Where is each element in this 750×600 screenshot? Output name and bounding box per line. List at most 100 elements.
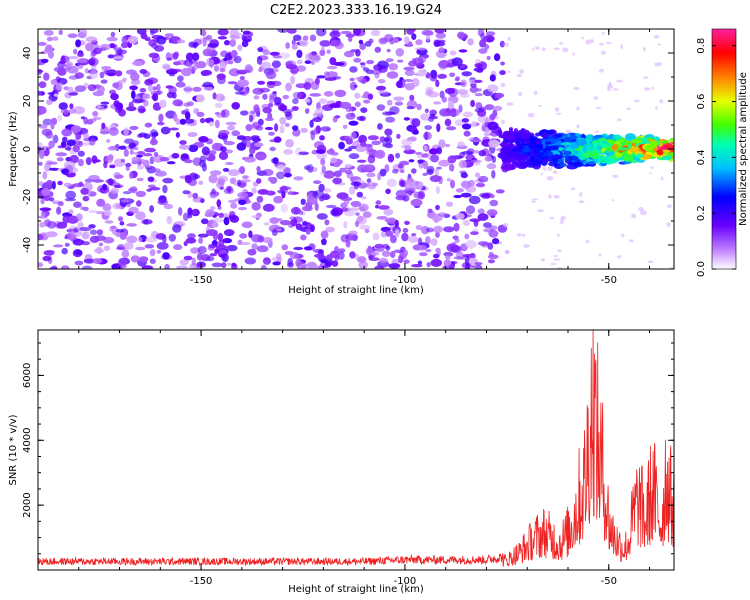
- heatmap-cell: [465, 154, 476, 161]
- heatmap-cell: [231, 262, 237, 267]
- heatmap-cell: [55, 82, 64, 91]
- heatmap-cell: [182, 212, 189, 221]
- heatmap-cell: [214, 102, 223, 109]
- heatmap-cell: [377, 90, 389, 94]
- heatmap-cell: [64, 242, 70, 247]
- heatmap-cell: [446, 126, 457, 131]
- heatmap-cell: [349, 207, 360, 212]
- heatmap-cell: [262, 168, 274, 177]
- heatmap-cell: [223, 57, 229, 62]
- heatmap-cell: [42, 118, 53, 126]
- heatmap-cell: [356, 256, 367, 263]
- heatmap-cell: [40, 198, 45, 205]
- heatmap-cell: [41, 187, 50, 196]
- heatmap-cell: [433, 101, 442, 105]
- heatmap-cell: [630, 138, 643, 144]
- heatmap-cell: [115, 184, 124, 189]
- x-tick-label: -100: [394, 275, 417, 286]
- heatmap-cell: [548, 194, 552, 199]
- heatmap-cell: [533, 153, 539, 159]
- heatmap-cell: [291, 44, 298, 50]
- heatmap-cell: [132, 60, 143, 67]
- heatmap-cell: [257, 235, 265, 243]
- heatmap-cell: [253, 95, 260, 100]
- heatmap-cell: [128, 142, 137, 148]
- heatmap-cell: [129, 149, 134, 155]
- heatmap-cell: [227, 125, 236, 131]
- heatmap-cell: [461, 71, 473, 77]
- heatmap-cell: [158, 113, 164, 123]
- heatmap-cell: [88, 84, 97, 92]
- heatmap-cell: [411, 264, 423, 268]
- snr-y-ticks: 2000 4000 6000: [22, 342, 674, 571]
- heatmap-cell: [602, 31, 605, 35]
- heatmap-cell: [483, 228, 495, 233]
- heatmap-cell: [74, 249, 83, 256]
- heatmap-cell: [366, 172, 376, 178]
- heatmap-cell: [313, 180, 322, 185]
- heatmap-cell: [387, 153, 395, 163]
- heatmap-cell: [458, 104, 463, 113]
- heatmap-cell: [488, 259, 495, 264]
- heatmap-cell: [356, 159, 367, 163]
- heatmap-cell: [502, 143, 508, 148]
- heatmap-cell: [344, 50, 355, 58]
- heatmap-cell: [53, 66, 64, 72]
- heatmap-cell: [502, 147, 508, 154]
- heatmap-cell: [655, 106, 658, 110]
- heatmap-cell: [435, 186, 440, 194]
- colorbar-tick-label: 0.0: [696, 261, 707, 277]
- heatmap-cell: [256, 166, 261, 173]
- heatmap-cell: [550, 262, 557, 266]
- heatmap-cell: [377, 205, 390, 210]
- heatmap-cell: [462, 111, 474, 118]
- heatmap-cell: [39, 207, 52, 212]
- heatmap-cell: [269, 146, 276, 152]
- heatmap-cell: [445, 201, 454, 207]
- heatmap-cell: [415, 39, 423, 46]
- heatmap-cell: [126, 223, 137, 227]
- heatmap-cell: [321, 238, 327, 246]
- heatmap-cell: [287, 257, 294, 267]
- heatmap-cell: [193, 61, 199, 71]
- heatmap-cell: [593, 96, 599, 100]
- heatmap-cell: [654, 62, 660, 67]
- heatmap-cell: [385, 58, 394, 62]
- heatmap-cell: [461, 181, 471, 189]
- heatmap-cell: [38, 69, 44, 73]
- snr-y-label: SNR (10 * v/v): [8, 414, 19, 485]
- heatmap-cell: [151, 94, 156, 100]
- heatmap-cell: [137, 151, 146, 155]
- heatmap-cell: [343, 221, 348, 229]
- heatmap-cell: [425, 35, 431, 42]
- heatmap-cell: [262, 257, 271, 265]
- heatmap-cell: [142, 153, 153, 157]
- heatmap-cell: [439, 90, 445, 99]
- heatmap-cell: [503, 42, 509, 47]
- heatmap-cell: [329, 103, 342, 108]
- heatmap-cell: [403, 36, 410, 45]
- heatmap-cell: [423, 145, 428, 151]
- heatmap-cell: [359, 42, 366, 51]
- heatmap-cell: [205, 209, 215, 218]
- heatmap-cell: [148, 52, 160, 58]
- heatmap-cell: [362, 164, 373, 172]
- heatmap-cell: [312, 117, 323, 123]
- heatmap-cell: [555, 112, 562, 115]
- heatmap-cell: [393, 249, 405, 254]
- heatmap-cell: [350, 181, 362, 186]
- heatmap-cell: [265, 70, 277, 80]
- heatmap-cell: [271, 228, 278, 237]
- heatmap-cell: [145, 236, 158, 243]
- heatmap-cell: [462, 123, 472, 130]
- heatmap-cell: [258, 68, 263, 72]
- heatmap-cell: [57, 180, 63, 186]
- heatmap-cell: [217, 206, 222, 210]
- heatmap-cell: [107, 54, 115, 59]
- heatmap-cell: [227, 81, 238, 85]
- heatmap-cell: [629, 239, 634, 243]
- heatmap-cell: [414, 47, 427, 51]
- heatmap-cell: [384, 128, 393, 136]
- heatmap-cell: [644, 87, 651, 91]
- heatmap-cell: [367, 154, 376, 164]
